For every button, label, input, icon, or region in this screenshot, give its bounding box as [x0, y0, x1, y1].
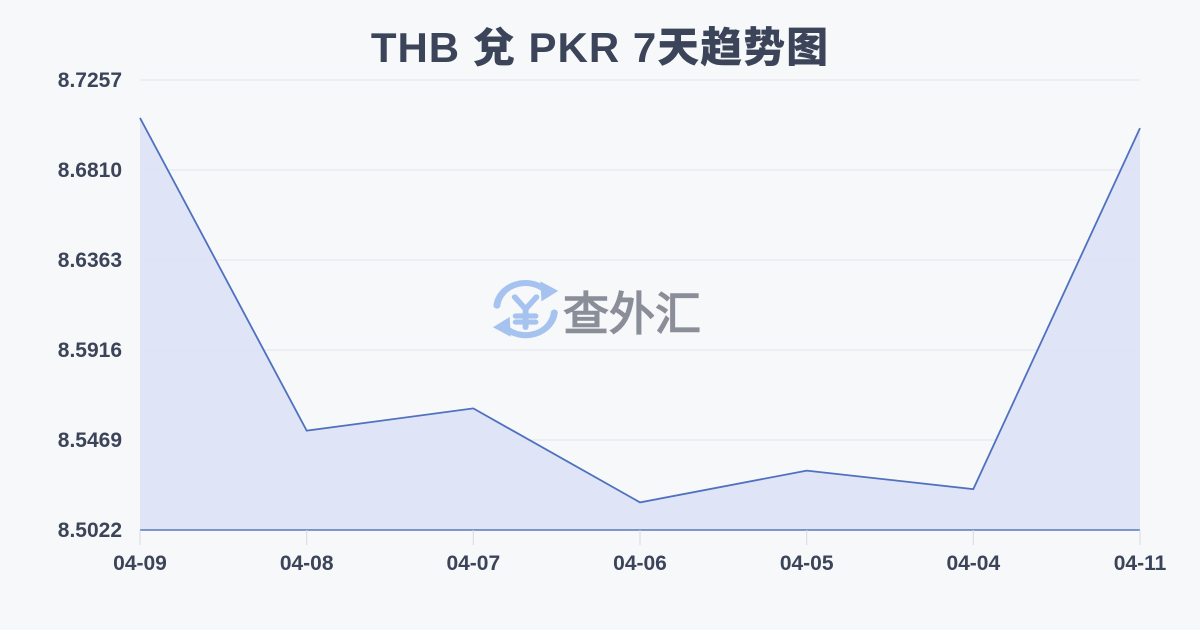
svg-text:8.5022: 8.5022	[58, 519, 122, 542]
svg-text:8.5916: 8.5916	[58, 339, 122, 362]
svg-text:8.6363: 8.6363	[58, 249, 122, 272]
svg-text:04-06: 04-06	[613, 552, 667, 575]
svg-text:04-11: 04-11	[1114, 552, 1167, 575]
svg-text:04-05: 04-05	[780, 552, 834, 575]
svg-text:8.6810: 8.6810	[58, 159, 122, 182]
svg-text:04-08: 04-08	[280, 552, 334, 575]
svg-text:8.7257: 8.7257	[58, 69, 122, 92]
svg-text:04-07: 04-07	[446, 552, 500, 575]
svg-text:8.5469: 8.5469	[58, 429, 122, 452]
svg-text:04-04: 04-04	[946, 552, 1000, 575]
svg-text:04-09: 04-09	[113, 552, 167, 575]
svg-text:查外汇: 查外汇	[563, 288, 701, 340]
